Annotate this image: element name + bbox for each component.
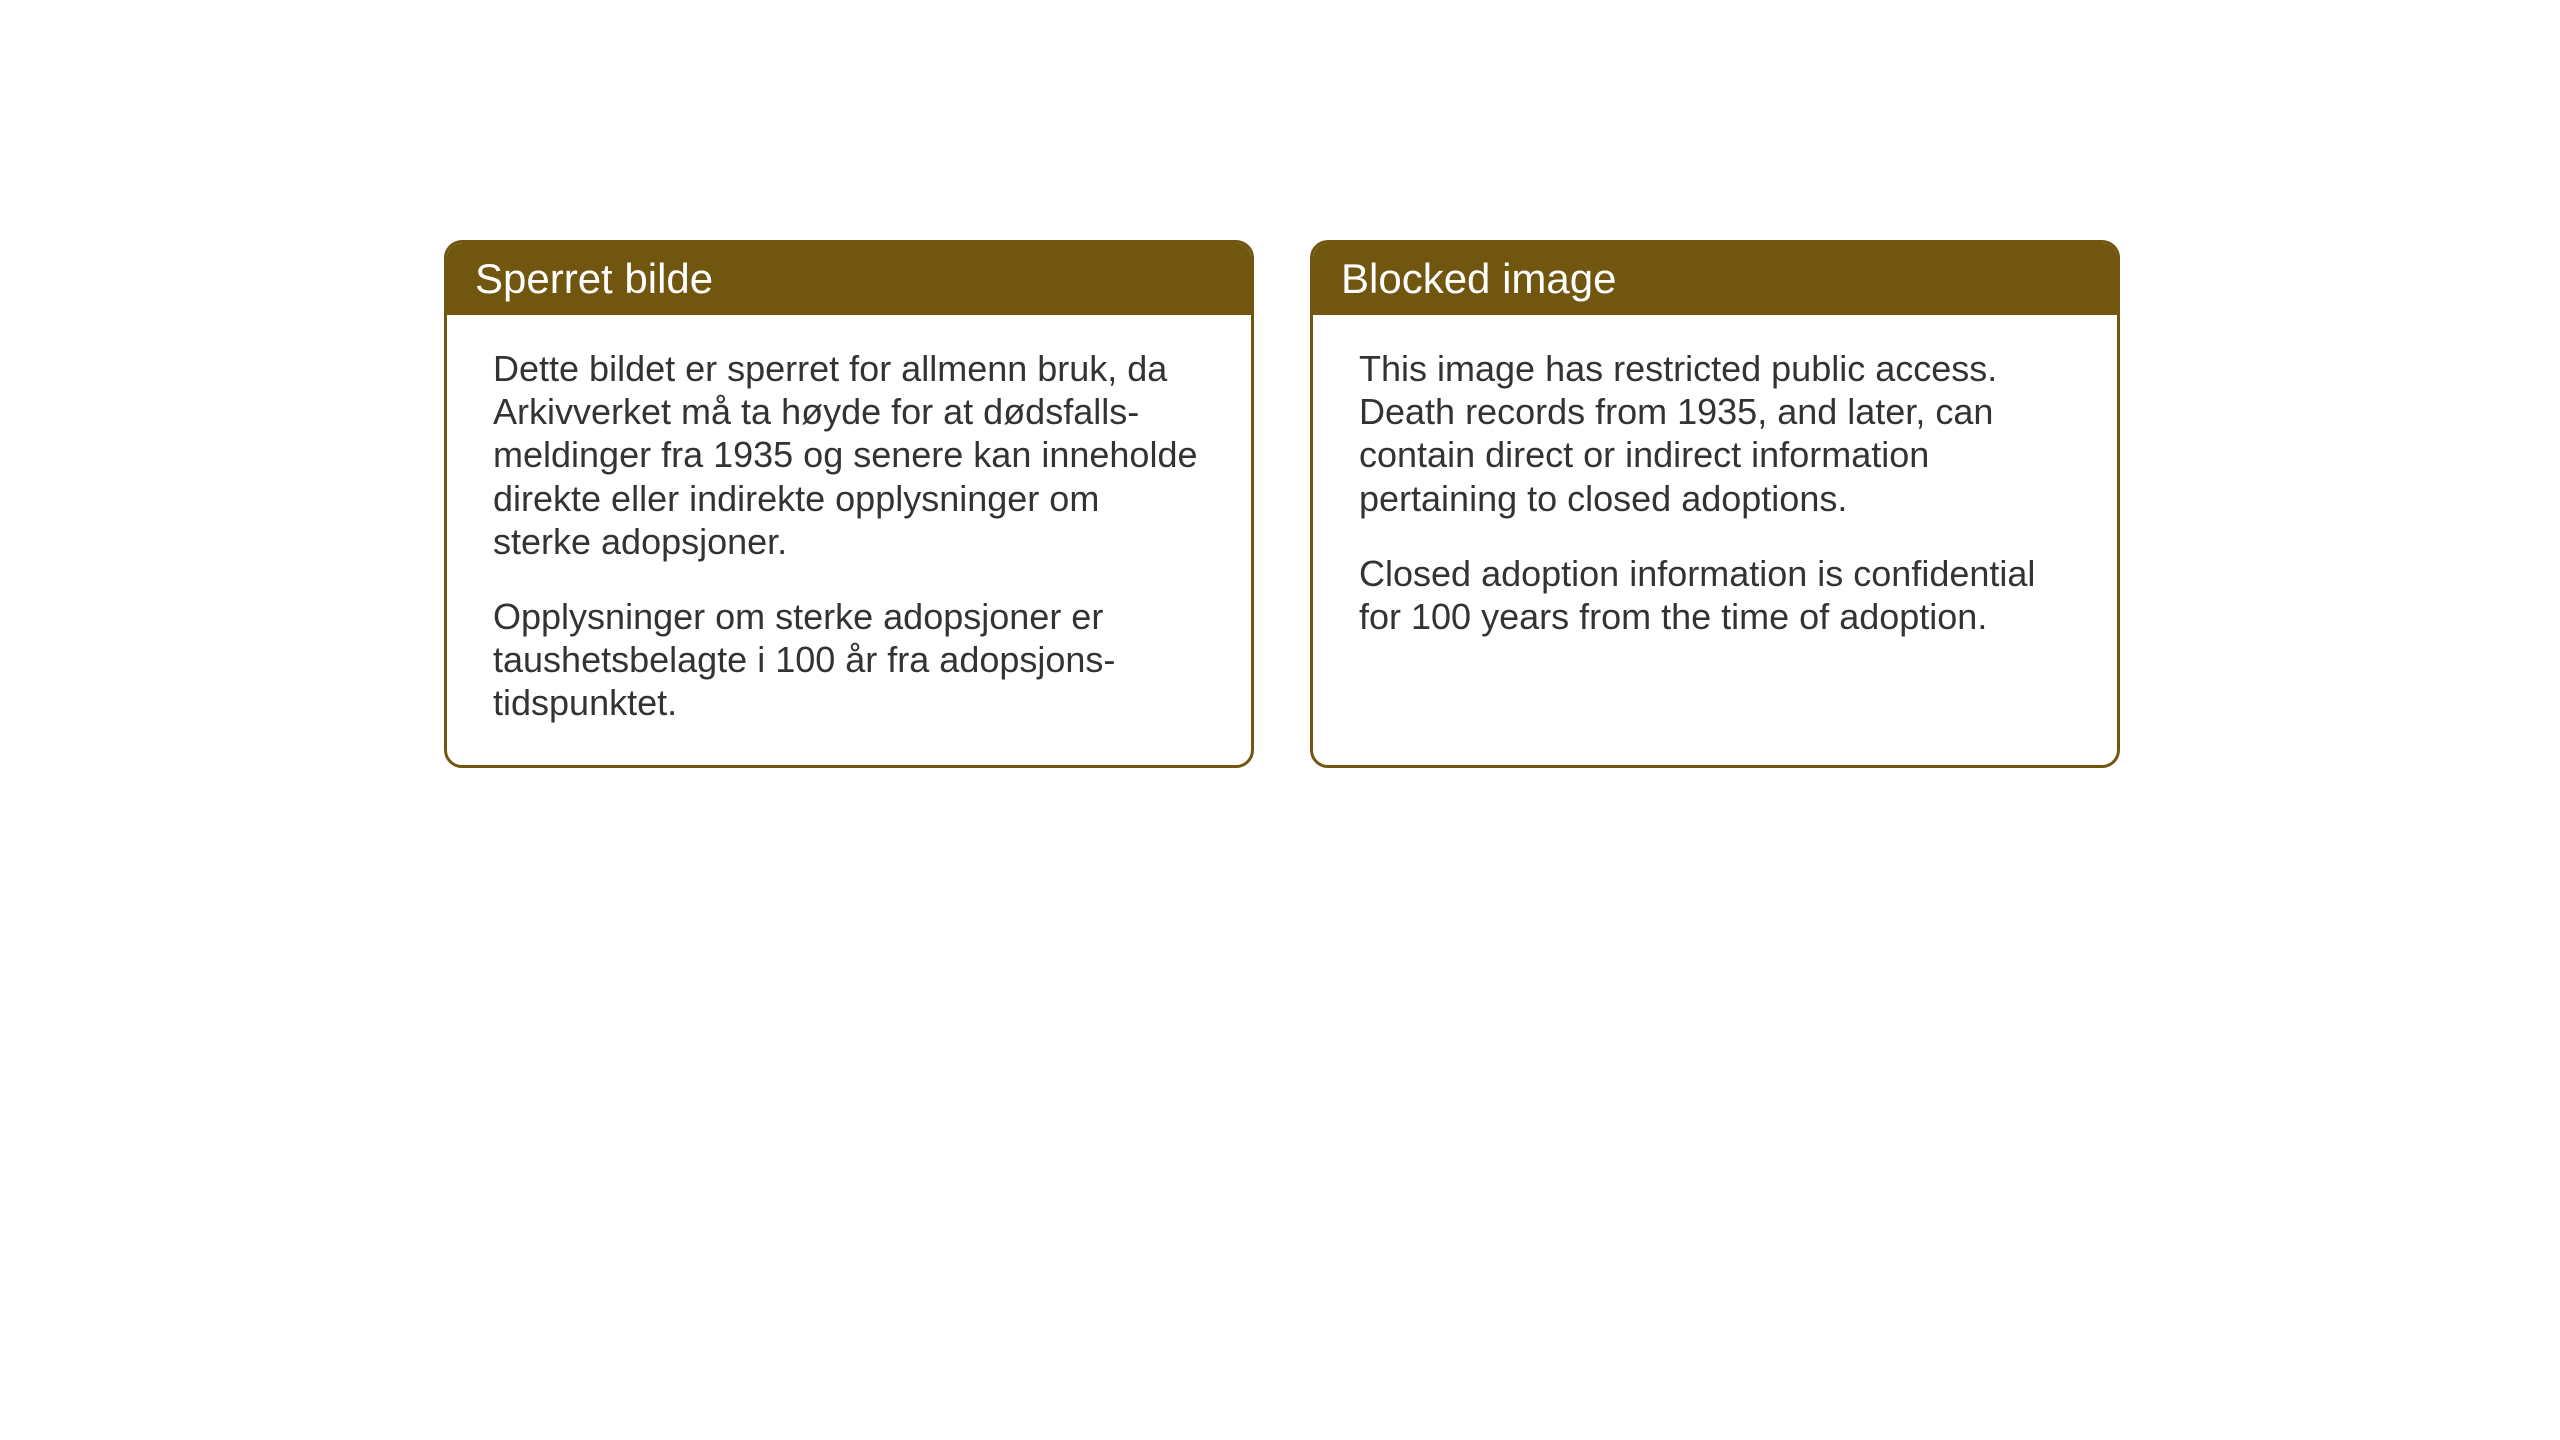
norwegian-card-body: Dette bildet er sperret for allmenn bruk… bbox=[447, 315, 1251, 765]
norwegian-paragraph-1: Dette bildet er sperret for allmenn bruk… bbox=[493, 347, 1205, 563]
english-notice-card: Blocked image This image has restricted … bbox=[1310, 240, 2120, 768]
english-card-title: Blocked image bbox=[1313, 243, 2117, 315]
english-paragraph-1: This image has restricted public access.… bbox=[1359, 347, 2071, 520]
english-card-body: This image has restricted public access.… bbox=[1313, 315, 2117, 678]
norwegian-notice-card: Sperret bilde Dette bildet er sperret fo… bbox=[444, 240, 1254, 768]
norwegian-paragraph-2: Opplysninger om sterke adopsjoner er tau… bbox=[493, 595, 1205, 725]
english-paragraph-2: Closed adoption information is confident… bbox=[1359, 552, 2071, 638]
notice-container: Sperret bilde Dette bildet er sperret fo… bbox=[444, 240, 2120, 768]
norwegian-card-title: Sperret bilde bbox=[447, 243, 1251, 315]
